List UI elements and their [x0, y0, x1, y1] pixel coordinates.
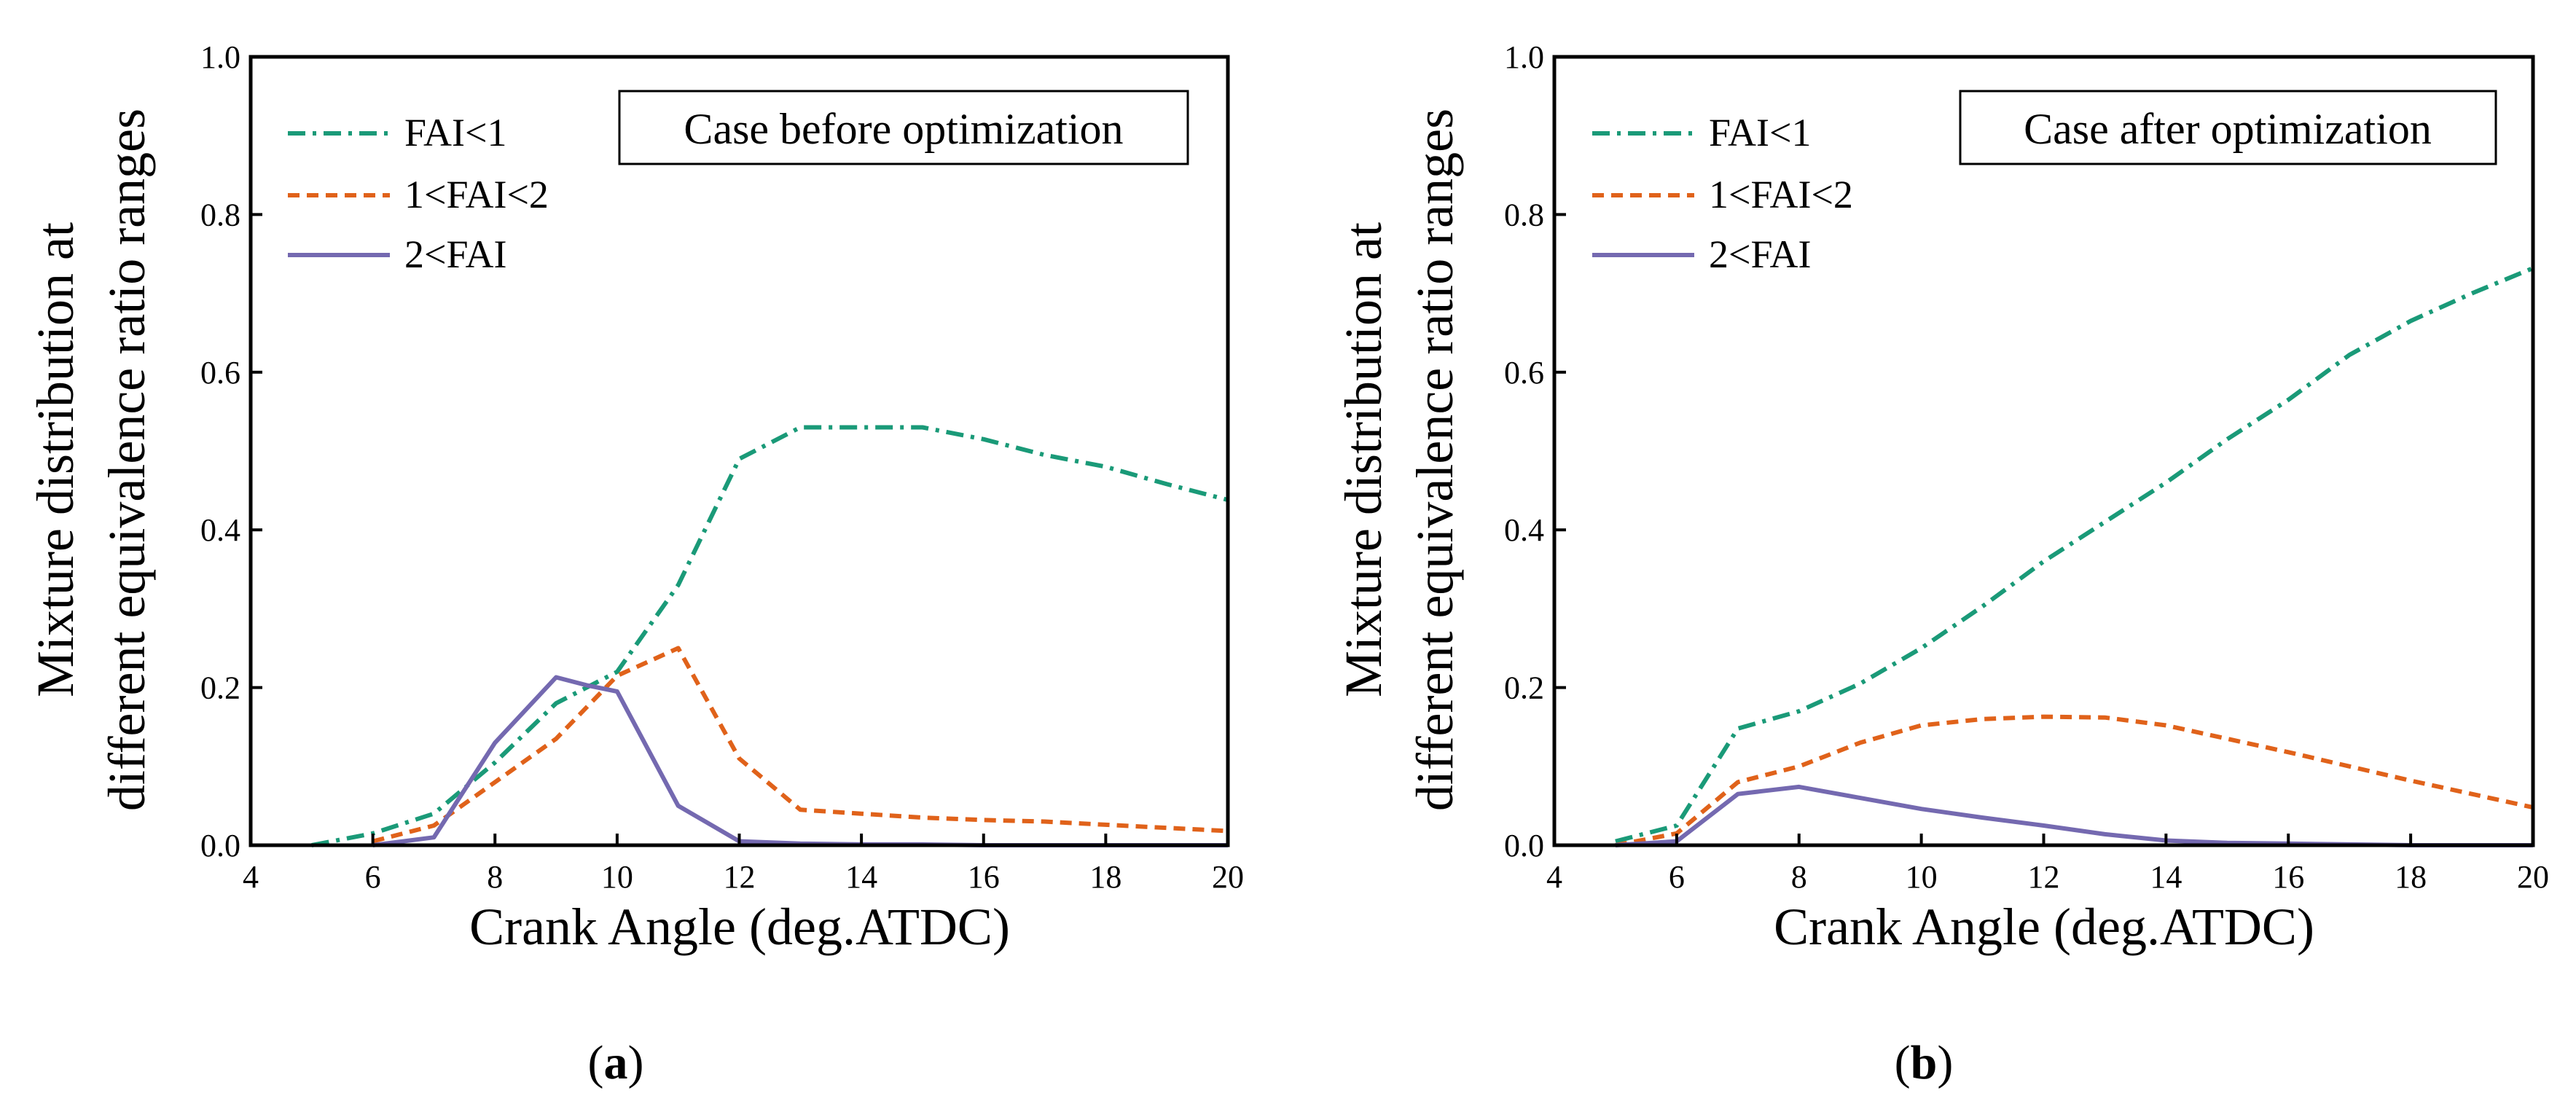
legend: FAI<1 1<FAI<2 2<FAI [288, 111, 549, 276]
legend-label-fai-1-2: 1<FAI<2 [404, 173, 549, 216]
y-tick-label: 0.6 [200, 355, 240, 391]
y-tick-label: 1.0 [1504, 39, 1544, 75]
plot-frame [1552, 55, 2535, 847]
caption-letter: b [1911, 1036, 1938, 1089]
y-tick-label: 0.8 [200, 197, 240, 232]
panel-b: Mixture distribution at different equiva… [1334, 39, 2549, 1089]
legend-label-fai-lt-1: FAI<1 [1709, 111, 1811, 154]
x-tick-label: 18 [2395, 859, 2427, 895]
panel-caption: (b) [1895, 1036, 1954, 1089]
x-tick-label: 16 [968, 859, 1000, 895]
x-tick-label: 4 [243, 859, 259, 895]
y-tick-label: 0.0 [1504, 828, 1544, 863]
series-line-0 [311, 425, 1229, 847]
x-tick-label: 12 [2028, 859, 2060, 895]
x-tick-label: 8 [487, 859, 503, 895]
tick-layer: 4 6 8 10 12 14 16 18 20 0.0 0.2 0.4 0.6 0.8 1.0 [1504, 39, 2549, 895]
panel-caption: (a) [588, 1036, 644, 1089]
series-layer [311, 425, 1229, 847]
series-layer [1615, 266, 2534, 847]
y-tick-label: 0.6 [1504, 355, 1544, 391]
y-axis-title-line1: Mixture distribution at [1334, 222, 1393, 697]
x-tick-label: 18 [1089, 859, 1121, 895]
caption-close-paren: ) [1937, 1036, 1953, 1089]
legend-label-fai-gt-2: 2<FAI [404, 232, 506, 276]
caption-close-paren: ) [628, 1036, 644, 1089]
x-tick-label: 6 [365, 859, 381, 895]
x-axis-title: Crank Angle (deg.ATDC) [1774, 898, 2314, 956]
x-tick-label: 14 [845, 859, 877, 895]
y-axis-title-line2: different equivalence ratio ranges [98, 109, 156, 811]
x-tick-label: 14 [2150, 859, 2182, 895]
x-tick-label: 12 [724, 859, 756, 895]
y-axis-title-line2: different equivalence ratio ranges [1406, 109, 1464, 811]
caption-letter: a [604, 1036, 628, 1089]
annotation-frame [618, 90, 1189, 165]
caption-open-paren: ( [588, 1036, 604, 1089]
y-axis-title-line1: Mixture distribution at [26, 222, 85, 697]
legend-entry-fai-1-2: 1<FAI<2 [1592, 173, 1853, 216]
x-tick-label: 20 [1212, 859, 1244, 895]
series-line-2 [1615, 784, 2533, 847]
annotation-frame [1959, 90, 2497, 165]
plot-frame [248, 55, 1230, 847]
y-tick-label: 0.8 [1504, 197, 1544, 232]
x-tick-label: 10 [601, 859, 633, 895]
legend-entry-fai-lt-1: FAI<1 [288, 111, 506, 154]
legend-entry-fai-gt-2: 2<FAI [1592, 232, 1811, 276]
y-tick-label: 0.4 [1504, 512, 1544, 548]
y-tick-label: 0.4 [200, 512, 240, 548]
y-tick-label: 0.0 [200, 828, 240, 863]
x-tick-label: 16 [2272, 859, 2304, 895]
tick-layer: 4 6 8 10 12 14 16 18 20 0.0 0.2 0.4 0.6 0.8 1.0 [200, 39, 1244, 895]
legend-label-fai-gt-2: 2<FAI [1709, 232, 1811, 276]
legend-entry-fai-gt-2: 2<FAI [288, 232, 506, 276]
annotation-text: Case before optimization [684, 105, 1123, 153]
x-tick-label: 8 [1791, 859, 1807, 895]
legend-entry-fai-1-2: 1<FAI<2 [288, 173, 549, 216]
series-line-1 [1615, 714, 2534, 847]
y-tick-label: 0.2 [200, 670, 240, 706]
x-tick-label: 20 [2517, 859, 2549, 895]
legend-label-fai-lt-1: FAI<1 [404, 111, 506, 154]
x-tick-label: 6 [1669, 859, 1685, 895]
x-axis-title: Crank Angle (deg.ATDC) [469, 898, 1010, 956]
series-line-0 [1615, 266, 2534, 844]
x-tick-label: 4 [1546, 859, 1562, 895]
annotation-box: Case after optimization [1959, 90, 2497, 165]
annotation-text: Case after optimization [2024, 105, 2432, 153]
annotation-box: Case before optimization [618, 90, 1189, 165]
x-tick-label: 10 [1906, 859, 1938, 895]
y-tick-label: 1.0 [200, 39, 240, 75]
y-tick-label: 0.2 [1504, 670, 1544, 706]
caption-open-paren: ( [1895, 1036, 1911, 1089]
series-line-2 [372, 675, 1228, 847]
panel-a: Mixture distribution at different equiva… [26, 39, 1244, 1089]
series-line-1 [372, 646, 1229, 844]
legend-entry-fai-lt-1: FAI<1 [1592, 111, 1811, 154]
legend: FAI<1 1<FAI<2 2<FAI [1592, 111, 1853, 276]
legend-label-fai-1-2: 1<FAI<2 [1709, 173, 1853, 216]
